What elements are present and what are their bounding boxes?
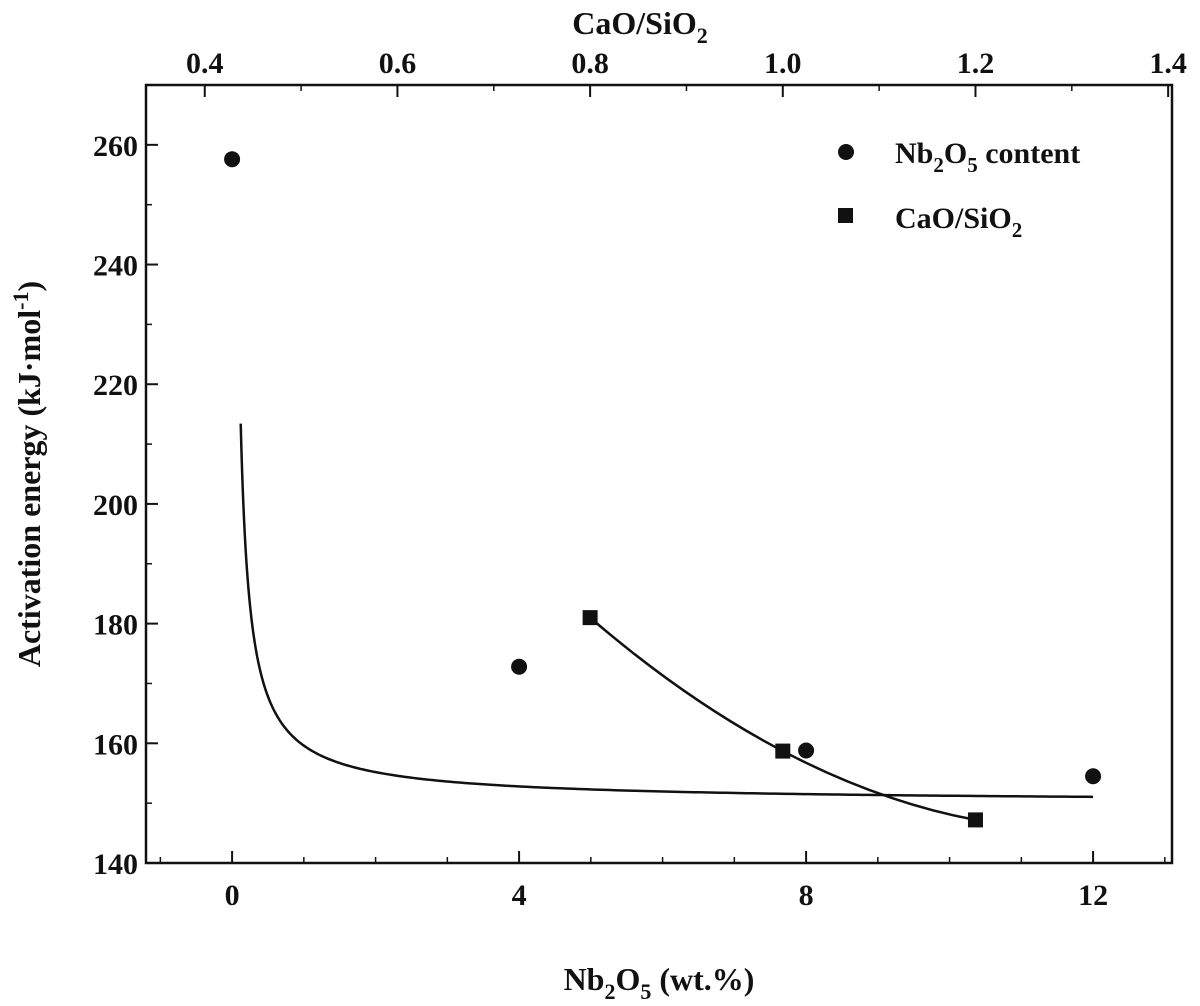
data-markers <box>224 151 1102 828</box>
y-tick-label: 260 <box>93 130 138 163</box>
cao-sio2-data-point <box>967 812 983 828</box>
nb2o5-data-point <box>1085 768 1102 785</box>
legend-circle-marker <box>838 144 854 160</box>
x2-tick-label: 0.6 <box>379 47 417 80</box>
nb2o5-data-point <box>224 151 241 168</box>
y-tick-label: 220 <box>93 369 138 402</box>
y-tick-label: 160 <box>93 728 138 761</box>
y-tick-label: 140 <box>93 848 138 881</box>
x-tick-label: 4 <box>512 879 527 912</box>
nb2o5-data-point <box>798 742 815 759</box>
x-tick-label: 8 <box>799 879 814 912</box>
axis-ticks <box>146 84 1170 864</box>
legend-square-marker <box>838 208 853 223</box>
top-axis-title: CaO/SiO2 <box>572 5 707 48</box>
fit-curves <box>239 423 1094 822</box>
x2-tick-label: 0.4 <box>186 47 224 80</box>
plot-frame <box>144 83 1174 865</box>
x-tick-label: 0 <box>225 879 240 912</box>
y-tick-label: 180 <box>93 609 138 642</box>
nb2o5-data-point <box>511 658 528 675</box>
y-tick-label: 240 <box>93 250 138 283</box>
cao-sio2-data-point <box>582 610 598 626</box>
axis-tick-labels: 0 4 8 12 0.4 0.6 0.8 1.0 1.2 1.4 140 160 180 200 220 24… <box>93 47 1187 912</box>
nb2o5-fit-curve <box>239 423 1094 799</box>
x-axis-title: Nb2O5 (wt.%) <box>564 961 755 1004</box>
x-tick-label: 12 <box>1078 879 1108 912</box>
x2-tick-label: 1.0 <box>764 47 802 80</box>
x2-tick-label: 1.4 <box>1149 47 1187 80</box>
cao-sio2-fit-curve <box>589 616 976 822</box>
legend-label-nb2o5: Nb2O5 content <box>895 137 1080 177</box>
x2-tick-label: 0.8 <box>571 47 609 80</box>
legend: Nb2O5 content CaO/SiO2 <box>838 137 1080 242</box>
y-tick-label: 200 <box>93 489 138 522</box>
y-axis-title: Activation energy (kJ·mol-1) <box>8 281 47 667</box>
x2-tick-label: 1.2 <box>957 47 995 80</box>
cao-sio2-data-point <box>775 743 791 759</box>
legend-label-cao-sio2: CaO/SiO2 <box>895 202 1022 242</box>
